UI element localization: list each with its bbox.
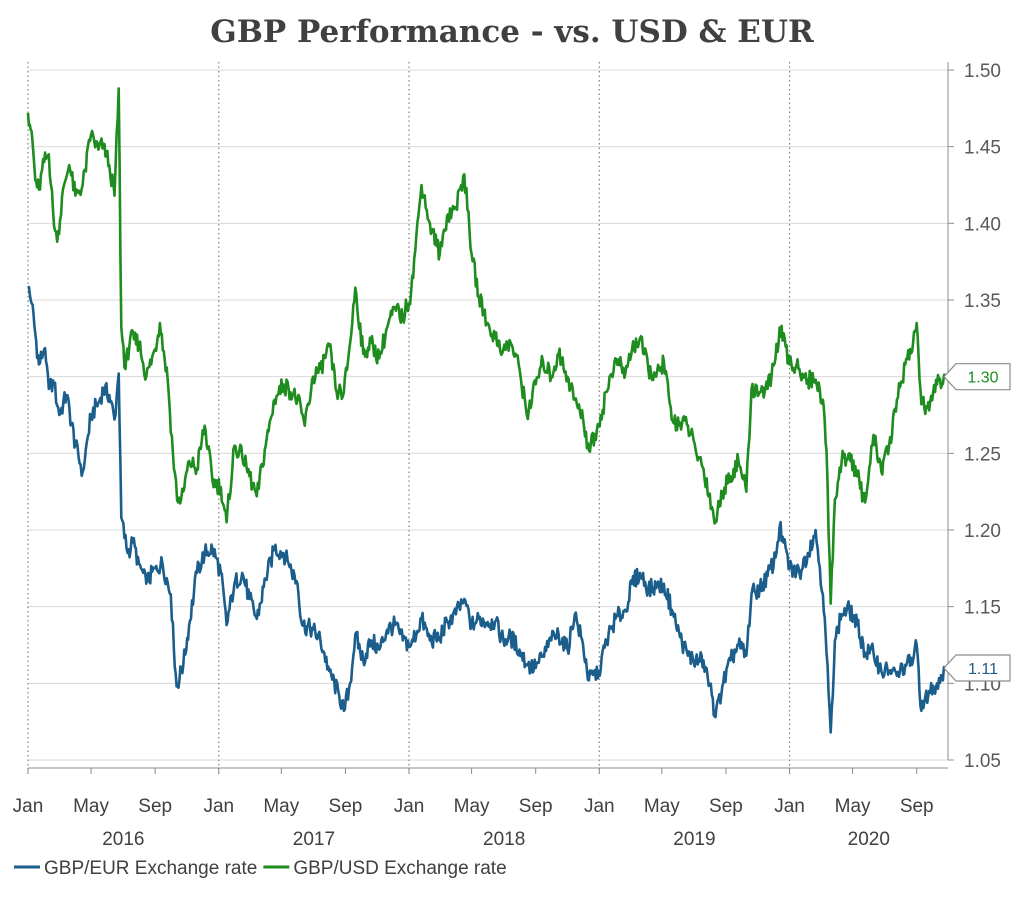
gbp-eur-end-callout: 1.11 [943, 654, 1011, 682]
x-tick-label: Jan [774, 796, 805, 817]
y-tick-label: 1.20 [964, 521, 1001, 542]
year-label: 2017 [293, 829, 335, 850]
callout-value: 1.30 [967, 370, 998, 387]
callout-box [943, 654, 1011, 682]
x-tick-label: Sep [519, 796, 553, 817]
x-tick-label: Sep [138, 796, 172, 817]
year-label: 2020 [848, 829, 890, 850]
y-tick-label: 1.25 [964, 444, 1001, 465]
x-tick-label: Sep [709, 796, 743, 817]
y-tick-label: 1.40 [964, 214, 1001, 235]
callout-value: 1.11 [968, 661, 998, 678]
legend-label: GBP/USD Exchange rate [293, 858, 506, 879]
chart-title: GBP Performance - vs. USD & EUR [210, 14, 814, 50]
end-value-callouts: 1.11 1.30 [943, 363, 1011, 682]
x-tick-label: Jan [394, 796, 425, 817]
y-tick-label: 1.45 [964, 138, 1001, 159]
legend-label: GBP/EUR Exchange rate [44, 858, 257, 879]
y-tick-label: 1.35 [964, 291, 1001, 312]
x-tick-label: May [454, 796, 490, 817]
x-tick-label: Sep [329, 796, 363, 817]
legend-item-gbp-eur: GBP/EUR Exchange rate [14, 858, 257, 879]
x-tick-label: May [73, 796, 109, 817]
x-tick-label: Jan [13, 796, 44, 817]
year-label: 2019 [673, 829, 715, 850]
series-lines [26, 87, 947, 734]
x-tick-label: May [644, 796, 680, 817]
y-tick-label: 1.50 [964, 61, 1001, 82]
gbp-usd-end-callout: 1.30 [943, 363, 1011, 391]
gbp-eur-line [27, 285, 946, 734]
legend-item-gbp-usd: GBP/USD Exchange rate [263, 858, 507, 879]
x-tick-label: Jan [203, 796, 234, 817]
gbp-usd-line [26, 87, 947, 605]
callout-box [943, 363, 1011, 391]
y-tick-label: 1.05 [964, 751, 1001, 772]
x-tick-label: Sep [900, 796, 934, 817]
x-tick-label: May [263, 796, 299, 817]
gridlines [28, 69, 948, 761]
year-label: 2016 [102, 829, 144, 850]
year-label: 2018 [483, 829, 525, 850]
x-tick-label: May [835, 796, 871, 817]
axes: 1.051.101.151.201.251.301.351.401.451.50… [13, 61, 1001, 850]
y-tick-label: 1.15 [964, 598, 1001, 619]
legend: GBP/EUR Exchange rate GBP/USD Exchange ra… [14, 858, 507, 879]
x-tick-label: Jan [584, 796, 615, 817]
